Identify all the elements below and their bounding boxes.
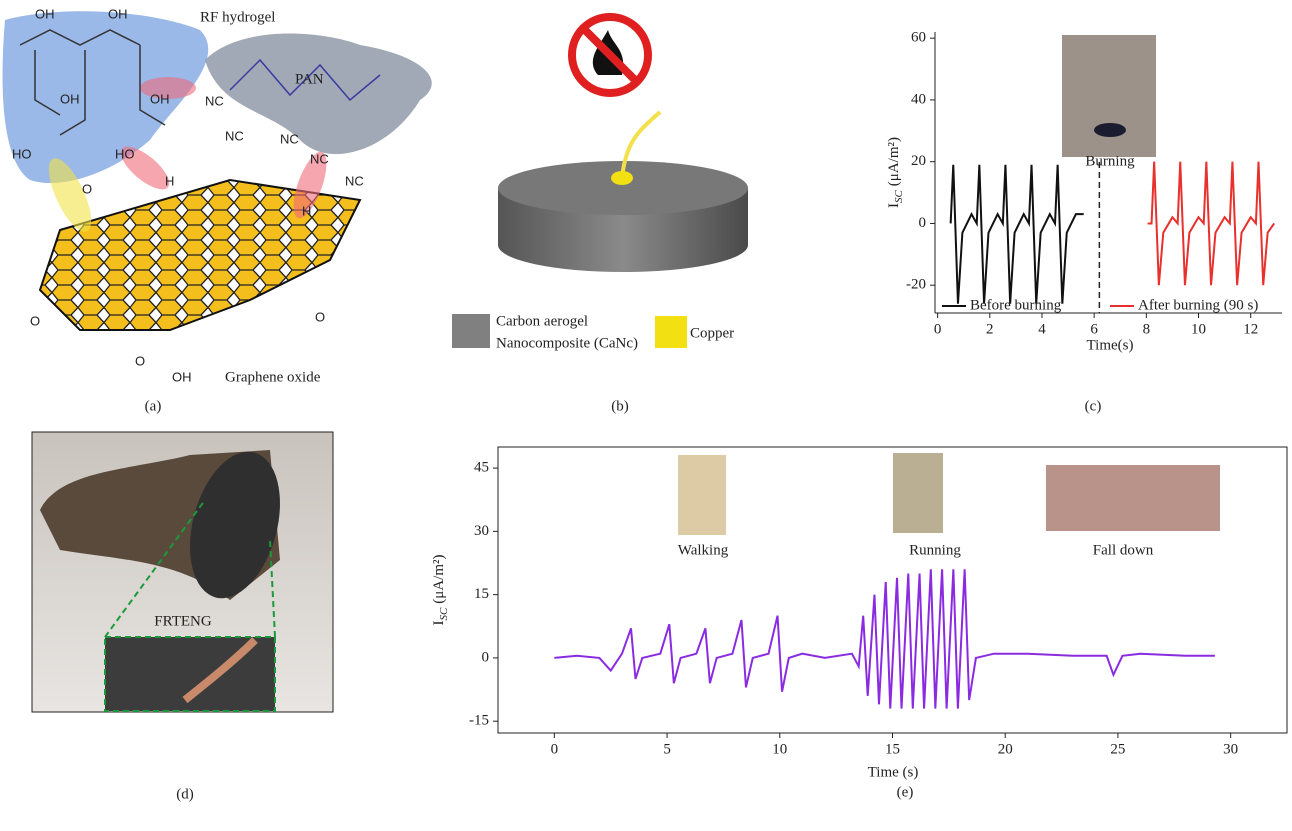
legend-label: Carbon aerogel xyxy=(496,313,588,329)
atom-label: OH xyxy=(35,6,55,21)
annotation: Running xyxy=(909,542,961,558)
x-tick-label: 15 xyxy=(885,741,900,757)
panel-label: (e) xyxy=(897,784,914,800)
annotation: FRTENG xyxy=(154,613,212,629)
x-tick-label: 8 xyxy=(1143,321,1151,337)
burning-sample xyxy=(1094,123,1126,137)
y-axis-label: ISC(μA/m²) xyxy=(431,554,449,625)
x-tick-label: 2 xyxy=(986,321,994,337)
atom-label: H xyxy=(165,173,174,188)
atom-label: OH xyxy=(60,91,80,106)
panel-c: (c) xyxy=(1062,35,1156,414)
atom-label: OH xyxy=(150,91,170,106)
panel-d: FRTENG (d) xyxy=(32,432,333,802)
x-tick-label: 10 xyxy=(772,741,787,757)
x-axis-label: Time(s) xyxy=(1087,337,1134,353)
atom-label: OH xyxy=(172,369,192,384)
y-tick-label: 45 xyxy=(474,460,489,476)
x-tick-label: 12 xyxy=(1243,321,1258,337)
y-label-sub: SC xyxy=(438,607,450,621)
x-axis-label: Time (s) xyxy=(868,764,919,780)
y-axis-label: ISC(μA/m²) xyxy=(886,137,904,208)
data-line xyxy=(1148,162,1275,286)
y-label-unit: (μA/m²) xyxy=(886,137,902,186)
walking-photo xyxy=(678,455,726,535)
y-tick-label: 30 xyxy=(474,523,489,539)
panel-label: (d) xyxy=(176,786,194,802)
fall-photo xyxy=(1046,465,1220,531)
atom-label: NC xyxy=(310,151,329,166)
y-label-unit: (μA/m²) xyxy=(431,554,447,603)
x-tick-label: 0 xyxy=(934,321,942,337)
burning-photo xyxy=(1062,35,1156,157)
atom-label: NC xyxy=(225,128,244,143)
atom-label: H xyxy=(302,203,311,218)
annotation: Fall down xyxy=(1093,542,1154,558)
legend-label: After burning (90 s) xyxy=(1138,297,1258,313)
legend-label: Before burning xyxy=(970,297,1062,313)
running-photo xyxy=(893,453,943,533)
atom-label: NC xyxy=(345,173,364,188)
atom-label: O xyxy=(82,181,92,196)
y-tick-label: 15 xyxy=(474,586,489,602)
atom-label: HO xyxy=(12,146,32,161)
atom-label: O xyxy=(315,309,325,324)
panel-label: (b) xyxy=(611,398,629,414)
y-tick-label: 20 xyxy=(911,153,926,169)
atom-label: O xyxy=(30,313,40,328)
rf-hydrogel-label: RF hydrogel xyxy=(200,9,275,25)
legend-label: Nanocomposite (CaNc) xyxy=(496,335,638,351)
x-tick-label: 30 xyxy=(1223,741,1238,757)
copper-contact xyxy=(611,171,633,185)
y-tick-label: 60 xyxy=(911,30,926,46)
legend-swatch xyxy=(655,316,687,348)
panel-label: (c) xyxy=(1085,398,1102,414)
atom-label: OH xyxy=(108,6,128,21)
x-tick-label: 4 xyxy=(1038,321,1046,337)
y-tick-label: 0 xyxy=(919,215,927,231)
data-line xyxy=(951,165,1084,304)
y-tick-label: -15 xyxy=(469,713,489,729)
graphene-oxide-label: Graphene oxide xyxy=(225,369,321,385)
y-label-sub: SC xyxy=(893,190,905,204)
annotation: Burning xyxy=(1085,153,1135,169)
pan-label: PAN xyxy=(295,71,324,87)
atom-label: HO xyxy=(115,146,135,161)
panel-e: (e) xyxy=(678,453,1220,800)
panel-a: OH OH OH HO HO OH NC NC NC NC NC O H H O… xyxy=(3,6,432,414)
x-tick-label: 25 xyxy=(1110,741,1125,757)
annotation: Walking xyxy=(678,542,729,558)
legend-label: Copper xyxy=(690,325,734,341)
x-tick-label: 10 xyxy=(1191,321,1206,337)
panel-label: (a) xyxy=(145,398,162,414)
atom-label: O xyxy=(135,353,145,368)
y-tick-label: 40 xyxy=(911,91,926,107)
y-tick-label: -20 xyxy=(906,277,926,293)
atom-label: NC xyxy=(280,131,299,146)
panel-b: Carbon aerogel Nanocomposite (CaNc) Copp… xyxy=(452,17,748,414)
x-tick-label: 0 xyxy=(551,741,559,757)
legend-swatch xyxy=(452,314,490,348)
x-tick-label: 6 xyxy=(1090,321,1098,337)
atom-label: NC xyxy=(205,93,224,108)
y-tick-label: 0 xyxy=(482,649,490,665)
figure: OH OH OH HO HO OH NC NC NC NC NC O H H O… xyxy=(0,0,1292,831)
x-tick-label: 20 xyxy=(998,741,1013,757)
x-tick-label: 5 xyxy=(663,741,671,757)
data-line xyxy=(554,569,1215,708)
